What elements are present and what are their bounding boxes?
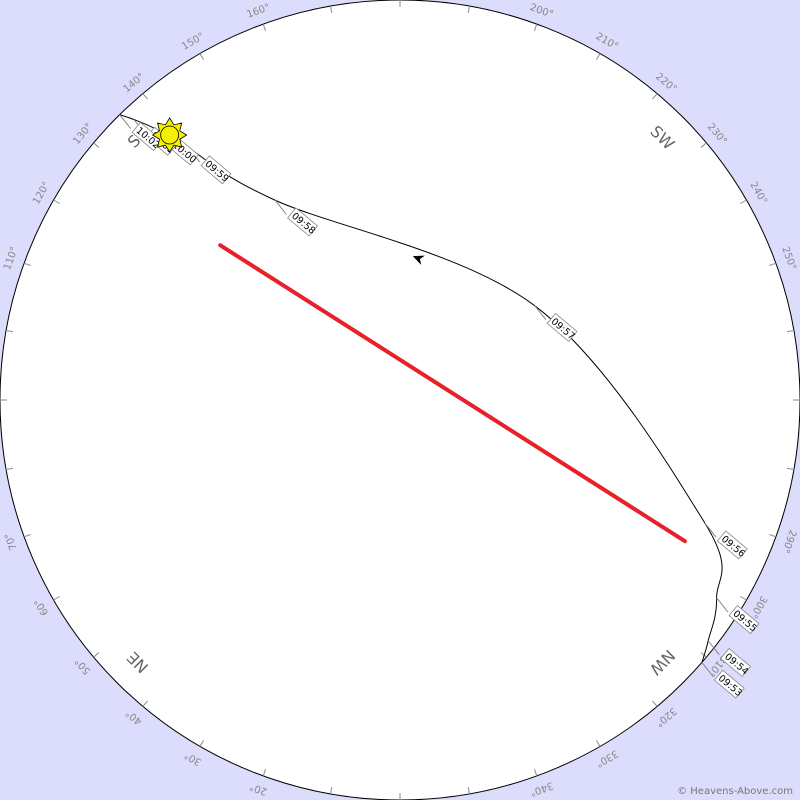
azimuth-tick (596, 53, 601, 60)
azimuth-tick (5, 467, 14, 470)
azimuth-tick (740, 199, 747, 204)
azimuth-label: 40° (124, 707, 145, 727)
sun-disc (160, 125, 180, 145)
azimuth-tick (652, 93, 658, 100)
azimuth-label: 290° (779, 528, 798, 554)
azimuth-tick (262, 23, 267, 31)
azimuth-label: 30° (183, 749, 204, 767)
azimuth-tick (740, 596, 747, 601)
azimuth-tick (53, 199, 60, 204)
azimuth-tick (652, 700, 658, 707)
azimuth-label: 210° (594, 31, 620, 53)
azimuth-tick (769, 262, 777, 267)
visible-segment (218, 243, 687, 544)
azimuth-tick (769, 533, 777, 538)
azimuth-tick (142, 93, 148, 100)
time-box (287, 207, 319, 237)
azimuth-label: 120° (31, 180, 53, 206)
time-tick (707, 640, 720, 656)
azimuth-tick (700, 652, 707, 658)
azimuth-tick (533, 23, 538, 31)
azimuth-tick (23, 262, 31, 267)
azimuth-tick (467, 786, 470, 795)
time-box (720, 647, 752, 678)
azimuth-label: 220° (653, 71, 679, 95)
time-tick (534, 305, 547, 321)
azimuth-label: 50° (73, 655, 93, 676)
azimuth-tick (199, 53, 204, 60)
azimuth-label: 240° (747, 180, 769, 206)
azimuth-label: 200° (528, 2, 554, 21)
azimuth-tick (467, 5, 470, 14)
time-tick (701, 662, 714, 677)
azimuth-label: 340° (528, 779, 554, 798)
time-box (728, 605, 760, 635)
time-tick (119, 114, 132, 130)
time-box (713, 669, 745, 699)
azimuth-label: 300° (747, 594, 769, 620)
time-tick (274, 199, 287, 215)
azimuth-tick (262, 769, 267, 777)
time-tick (716, 597, 729, 613)
azimuth-label: 130° (71, 121, 95, 147)
azimuth-tick (93, 142, 100, 148)
azimuth-tick (330, 786, 333, 795)
copyright-text: © Heavens-Above.com (677, 786, 793, 797)
azimuth-label: 330° (594, 747, 620, 769)
azimuth-label: 110° (2, 245, 21, 271)
azimuth-tick (533, 769, 538, 777)
azimuth-tick (5, 330, 14, 333)
azimuth-tick (23, 533, 31, 538)
azimuth-tick (700, 142, 707, 148)
azimuth-tick (330, 5, 333, 14)
azimuth-tick (93, 652, 100, 658)
azimuth-tick (596, 740, 601, 747)
azimuth-tick (53, 596, 60, 601)
azimuth-tick (142, 700, 148, 707)
azimuth-tick (786, 467, 795, 470)
azimuth-tick (786, 330, 795, 333)
azimuth-label: 230° (705, 121, 729, 147)
time-box (716, 530, 748, 560)
azimuth-tick (199, 740, 204, 747)
time-box (546, 312, 578, 342)
azimuth-label: 320° (653, 705, 679, 729)
azimuth-label: 140° (121, 71, 147, 95)
azimuth-label: 150° (180, 31, 206, 53)
azimuth-label: 70° (3, 531, 19, 551)
azimuth-label: 250° (779, 245, 798, 271)
azimuth-label: 60° (33, 596, 51, 617)
time-box (200, 155, 232, 185)
sun-icon (151, 117, 188, 153)
azimuth-label: 20° (248, 780, 268, 796)
azimuth-label: 160° (245, 2, 271, 21)
time-tick (704, 522, 717, 538)
direction-arrow (412, 255, 425, 265)
